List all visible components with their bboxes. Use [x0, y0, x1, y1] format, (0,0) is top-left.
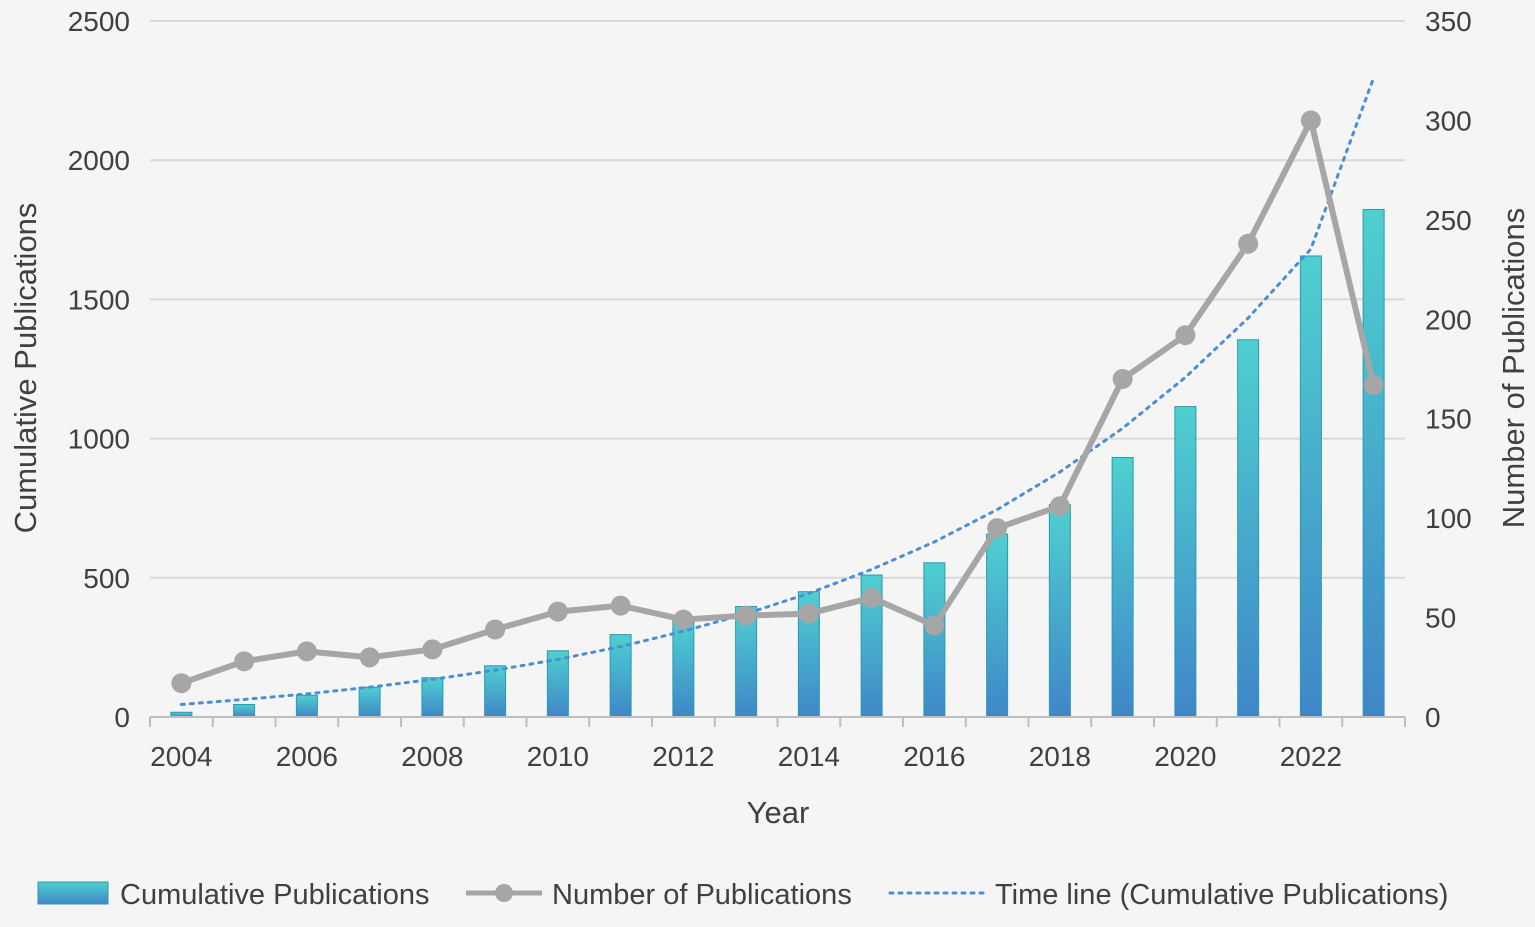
- bar: [1175, 407, 1196, 717]
- x-tick-label: 2022: [1280, 741, 1342, 772]
- bar: [1363, 209, 1384, 717]
- y-right-tick-label: 150: [1425, 404, 1472, 435]
- chart-svg: 0 500 1000 1500 2000 2500 0 50 100 150 200 250 300 35…: [0, 0, 1535, 922]
- y-left-tick-label: 500: [83, 563, 130, 594]
- x-tick-label: 2014: [778, 741, 840, 772]
- line-point: [673, 610, 693, 630]
- line-point: [799, 604, 819, 624]
- x-tick-label: 2012: [652, 741, 714, 772]
- bar: [673, 621, 694, 717]
- legend-line-marker: [495, 884, 513, 902]
- bar: [485, 666, 506, 717]
- bar: [234, 704, 255, 717]
- bar: [987, 534, 1008, 717]
- legend-label-timeline: Time line (Cumulative Publications): [995, 879, 1448, 911]
- x-tick-label: 2004: [150, 741, 212, 772]
- y-left-tick-label: 1500: [68, 284, 130, 315]
- line-point: [548, 602, 568, 622]
- x-tick-label: 2016: [903, 741, 965, 772]
- bar: [296, 695, 317, 717]
- line-point: [611, 596, 631, 616]
- legend-bar-swatch: [38, 882, 108, 904]
- bar: [1300, 256, 1321, 717]
- y-right-tick-label: 300: [1425, 105, 1472, 136]
- y-left-tick-label: 2000: [68, 145, 130, 176]
- y-right-tick-label: 250: [1425, 205, 1472, 236]
- line-point: [360, 647, 380, 667]
- line-point: [234, 651, 254, 671]
- y-right-tick-label: 200: [1425, 304, 1472, 335]
- line-point: [1238, 234, 1258, 254]
- y-axis-left-title: Cumulative Publications: [8, 203, 43, 534]
- line-point: [924, 616, 944, 636]
- line-point: [422, 639, 442, 659]
- line-point: [171, 673, 191, 693]
- x-tick-label: 2018: [1029, 741, 1091, 772]
- bar: [1238, 340, 1259, 717]
- x-axis-title: Year: [747, 795, 810, 830]
- x-tick-label: 2020: [1154, 741, 1216, 772]
- x-tick-label: 2010: [527, 741, 589, 772]
- line-point: [297, 641, 317, 661]
- x-tick-label: 2006: [276, 741, 338, 772]
- legend: Cumulative Publications Number of Public…: [38, 879, 1448, 911]
- line-point: [1364, 375, 1384, 395]
- y-right-tick-label: 0: [1425, 702, 1441, 733]
- y-left-tick-label: 2500: [68, 6, 130, 37]
- bar: [1112, 458, 1133, 717]
- y-right-tick-label: 100: [1425, 503, 1472, 534]
- legend-label-number: Number of Publications: [552, 879, 852, 911]
- line-point: [1301, 110, 1321, 130]
- x-tick-label: 2008: [401, 741, 463, 772]
- y-left-tick-label: 1000: [68, 424, 130, 455]
- line-point: [1050, 496, 1070, 516]
- line-point: [1175, 325, 1195, 345]
- y-right-tick-label: 50: [1425, 603, 1456, 634]
- line-point: [485, 620, 505, 640]
- chart: 0 500 1000 1500 2000 2500 0 50 100 150 200 250 300 35…: [0, 0, 1535, 922]
- y-left-tick-label: 0: [114, 702, 130, 733]
- line-point: [1113, 369, 1133, 389]
- bar: [359, 687, 380, 717]
- line-point: [736, 606, 756, 626]
- line-point: [987, 518, 1007, 538]
- bar: [422, 678, 443, 717]
- y-axis-right-title: Number of Publications: [1496, 208, 1531, 529]
- line-point: [862, 588, 882, 608]
- bar: [1049, 505, 1070, 717]
- bar: [924, 563, 945, 717]
- y-right-tick-label: 350: [1425, 6, 1472, 37]
- legend-label-cumulative: Cumulative Publications: [120, 879, 429, 911]
